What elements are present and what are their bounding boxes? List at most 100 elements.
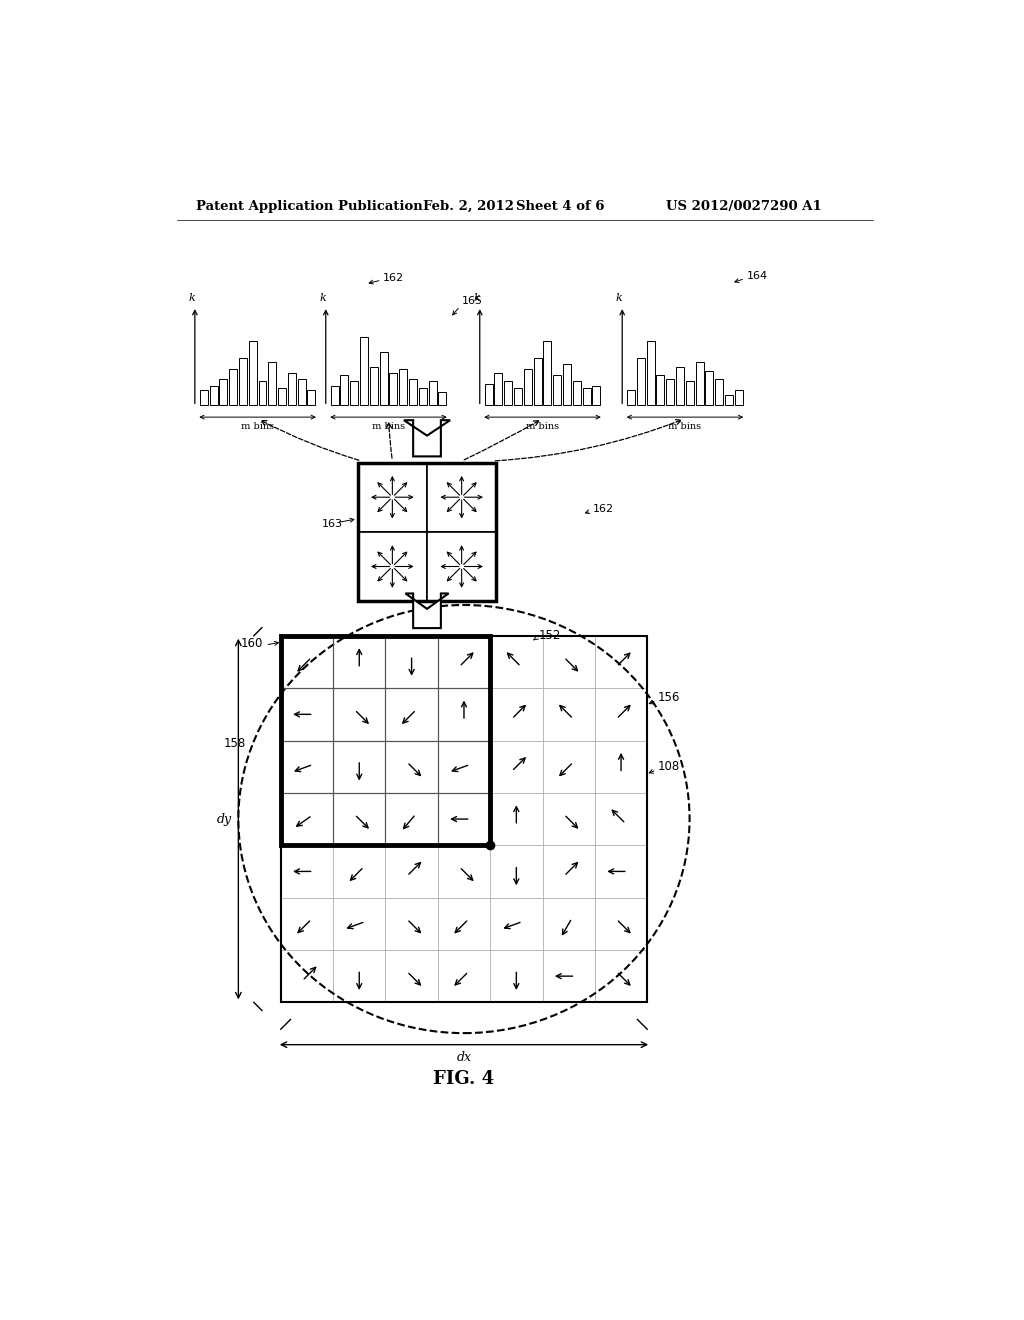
Bar	[239, 358, 247, 405]
Bar	[427, 532, 497, 601]
Text: 158: 158	[224, 737, 246, 750]
Bar	[534, 358, 542, 405]
Bar	[438, 741, 490, 793]
Bar	[490, 741, 543, 793]
Bar	[544, 342, 551, 405]
Bar	[706, 371, 714, 405]
Bar	[333, 741, 385, 793]
Bar	[725, 395, 733, 405]
Bar	[281, 793, 333, 845]
Bar	[385, 793, 438, 845]
Bar	[333, 688, 385, 741]
Bar	[281, 898, 333, 950]
Bar	[357, 462, 497, 601]
Bar	[438, 845, 490, 898]
Bar	[333, 636, 385, 688]
Text: 165: 165	[462, 296, 482, 306]
Bar	[438, 688, 490, 741]
Bar	[385, 636, 438, 688]
Text: 108: 108	[658, 760, 680, 774]
Bar	[333, 741, 385, 793]
Text: m bins: m bins	[372, 422, 406, 430]
Bar	[583, 388, 591, 405]
Bar	[438, 636, 490, 688]
Bar	[298, 379, 305, 405]
Text: m bins: m bins	[669, 422, 701, 430]
Bar	[281, 688, 333, 741]
Bar	[281, 741, 333, 793]
Bar	[281, 741, 333, 793]
Bar	[543, 898, 595, 950]
Bar	[370, 367, 378, 405]
Bar	[281, 636, 333, 688]
Bar	[219, 379, 227, 405]
Bar	[429, 381, 436, 405]
Bar	[333, 688, 385, 741]
Text: k: k	[473, 293, 480, 304]
Bar	[281, 636, 490, 845]
Text: Patent Application Publication: Patent Application Publication	[196, 199, 423, 213]
Bar	[553, 375, 561, 405]
Bar	[409, 379, 417, 405]
Bar	[258, 381, 266, 405]
Bar	[385, 636, 438, 688]
Bar	[419, 388, 427, 405]
Bar	[524, 370, 531, 405]
Bar	[281, 950, 333, 1002]
Text: k: k	[615, 293, 623, 304]
Bar	[667, 379, 674, 405]
Polygon shape	[403, 420, 451, 457]
Bar	[385, 793, 438, 845]
Bar	[595, 845, 647, 898]
Bar	[595, 688, 647, 741]
Bar	[637, 358, 645, 405]
Bar	[495, 372, 503, 405]
Bar	[385, 688, 438, 741]
Bar	[333, 950, 385, 1002]
Bar	[490, 793, 543, 845]
Bar	[333, 793, 385, 845]
Bar	[268, 363, 276, 405]
Bar	[438, 741, 490, 793]
Bar	[438, 950, 490, 1002]
Bar	[543, 688, 595, 741]
Bar	[543, 793, 595, 845]
Bar	[281, 688, 333, 741]
Text: dy: dy	[217, 813, 232, 825]
Text: 164: 164	[746, 271, 768, 281]
Text: Feb. 2, 2012: Feb. 2, 2012	[423, 199, 514, 213]
Polygon shape	[406, 594, 449, 628]
Bar	[595, 741, 647, 793]
Bar	[427, 462, 497, 532]
Text: dx: dx	[457, 1051, 471, 1064]
Bar	[676, 367, 684, 405]
Text: m bins: m bins	[241, 422, 274, 430]
Bar	[543, 845, 595, 898]
Bar	[490, 950, 543, 1002]
Bar	[357, 532, 427, 601]
Bar	[656, 375, 665, 405]
Bar	[490, 636, 543, 688]
Bar	[504, 381, 512, 405]
Bar	[438, 636, 490, 688]
Bar	[340, 375, 348, 405]
Bar	[385, 741, 438, 793]
Bar	[715, 379, 723, 405]
Bar	[385, 950, 438, 1002]
Bar	[695, 363, 703, 405]
Bar	[647, 342, 654, 405]
Bar	[543, 950, 595, 1002]
Bar	[563, 364, 571, 405]
Bar	[288, 372, 296, 405]
Bar	[572, 381, 581, 405]
Bar	[438, 793, 490, 845]
Bar	[627, 389, 635, 405]
Bar	[438, 898, 490, 950]
Bar	[385, 898, 438, 950]
Text: m bins: m bins	[526, 422, 559, 430]
Bar	[360, 337, 368, 405]
Bar	[490, 688, 543, 741]
Bar	[686, 381, 694, 405]
Text: FIG. 4: FIG. 4	[433, 1071, 495, 1088]
Bar	[438, 392, 446, 405]
